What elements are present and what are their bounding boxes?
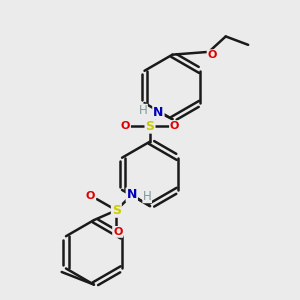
Text: O: O	[113, 227, 122, 237]
Text: H: H	[139, 104, 147, 117]
Text: S: S	[146, 120, 154, 133]
Text: O: O	[208, 50, 217, 60]
Text: S: S	[112, 204, 121, 217]
Text: O: O	[121, 121, 130, 131]
Text: H: H	[143, 190, 152, 203]
Text: O: O	[170, 121, 179, 131]
Text: O: O	[86, 191, 95, 201]
Text: N: N	[153, 106, 164, 118]
Text: N: N	[127, 188, 137, 201]
